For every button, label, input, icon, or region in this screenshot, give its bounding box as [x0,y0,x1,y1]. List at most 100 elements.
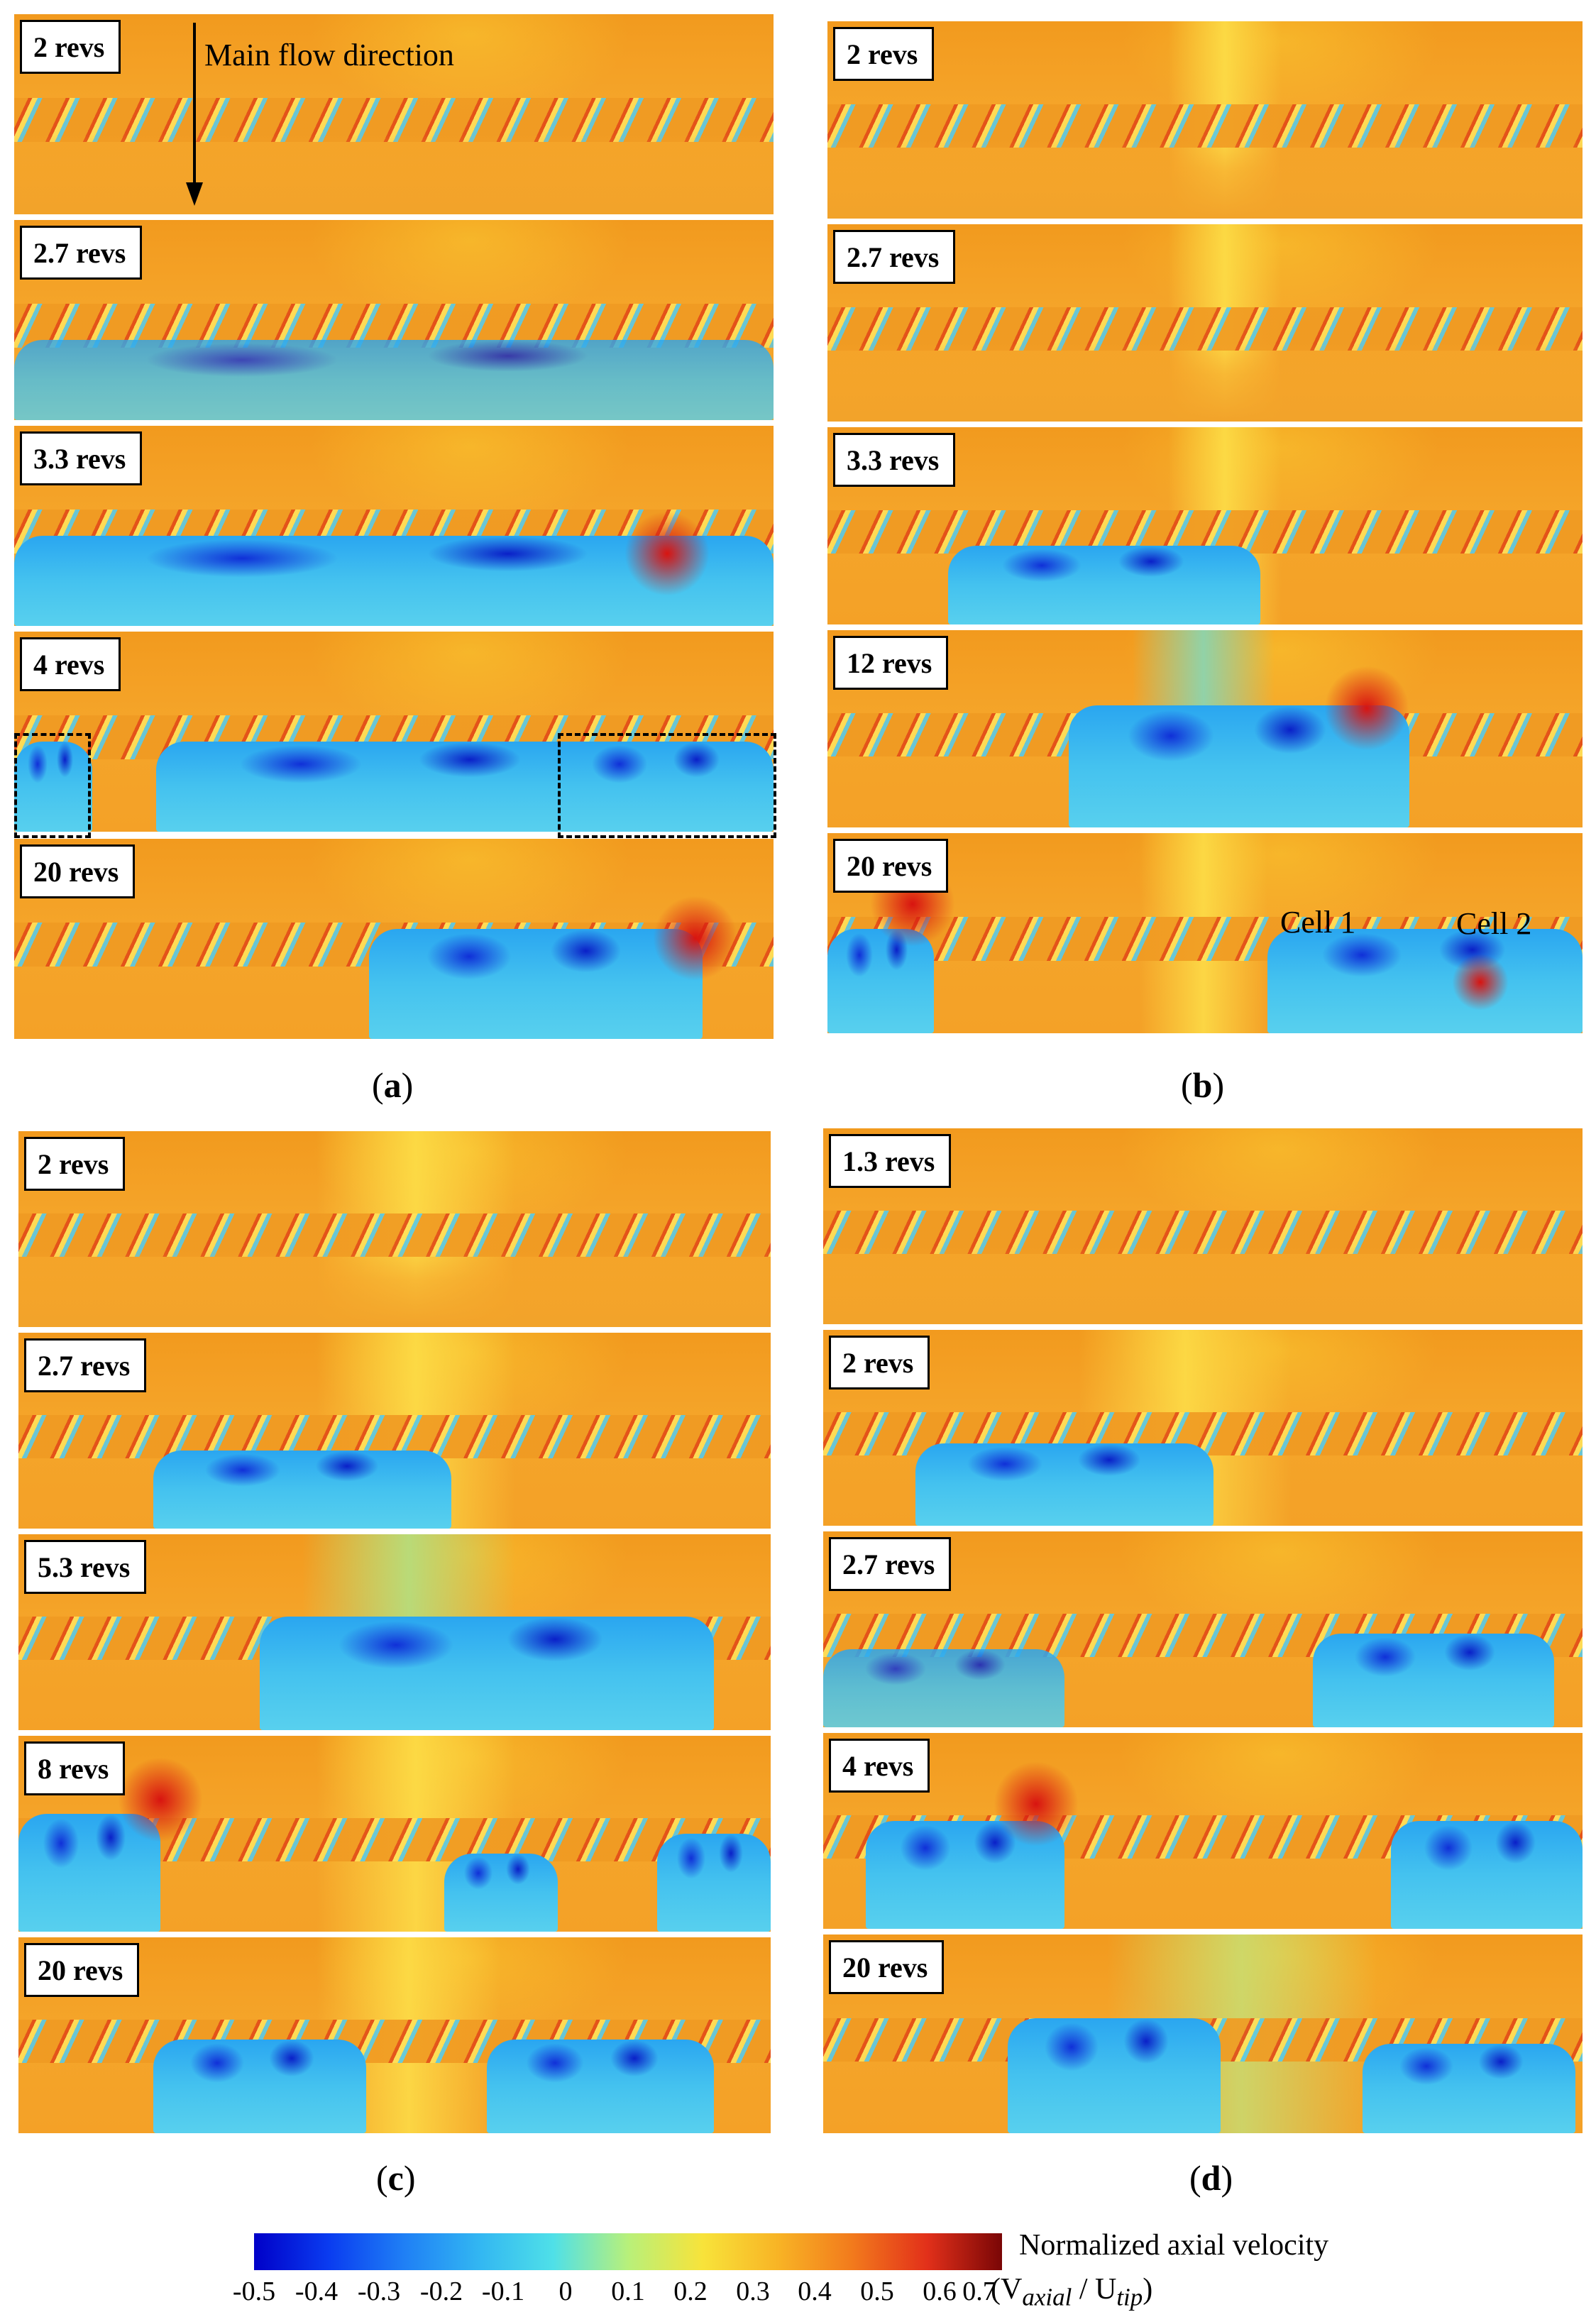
snapshot-label: 4 revs [20,637,121,691]
highlight-box-right [558,733,776,838]
high-velocity-spot [118,1757,203,1842]
snapshot-label: 8 revs [24,1741,126,1795]
high-velocity-spot [1324,666,1409,751]
colorbar-tick: -0.3 [357,2277,401,2306]
snapshot-d-1: 1.3 revs [823,1128,1583,1324]
snapshot-b-1: 2 revs [827,21,1583,219]
stall-region [444,1853,558,1932]
snapshot-label: 2.7 revs [833,230,956,284]
colorbar-tick: -0.1 [481,2277,525,2306]
lower-flow-region [827,139,1583,219]
unit-part: ) [1143,2273,1153,2306]
snapshot-label: 1.3 revs [829,1134,952,1188]
flow-direction-label: Main flow direction [204,38,454,72]
stall-region [1363,2044,1575,2133]
colorbar-tick: -0.4 [295,2277,339,2306]
snapshot-c-2: 2.7 revs [18,1333,771,1529]
colorbar-tick: 0.7 [962,2277,996,2306]
snapshot-c-3: 5.3 revs [18,1534,771,1730]
panel-caption-d: (d) [1189,2158,1233,2198]
stall-region [948,545,1260,624]
snapshot-label: 3.3 revs [833,433,956,487]
snapshot-d-4: 4 revs [823,1733,1583,1929]
snapshot-label: 20 revs [829,1940,945,1994]
stall-region [554,742,774,832]
snapshot-a-3: 3.3 revs [14,426,774,626]
colorbar-tick: -0.2 [419,2277,463,2306]
snapshot-b-3: 3.3 revs [827,427,1583,624]
panel-caption-b: (b) [1181,1065,1225,1105]
stall-region [260,1616,714,1730]
snapshot-label: 2 revs [833,27,935,81]
stall-region [1008,2018,1221,2133]
snapshot-d-2: 2 revs [823,1330,1583,1526]
snapshot-a-5: 20 revs [14,839,774,1039]
snapshot-b-2: 2.7 revs [827,224,1583,422]
lower-flow-region [18,1248,771,1327]
snapshot-a-2: 2.7 revs [14,220,774,420]
snapshot-d-5: 20 revs [823,1934,1583,2133]
highlight-box-left [14,733,91,838]
stall-region [153,2039,366,2133]
stall-region [487,2039,714,2133]
snapshot-label: 2 revs [829,1336,930,1389]
panel-caption-a: (a) [372,1065,414,1105]
snapshot-label: 20 revs [24,1943,140,1997]
stall-region [1267,929,1583,1033]
cell-2-label: Cell 2 [1456,906,1532,941]
panel-caption-c: (c) [376,2158,416,2198]
snapshot-label: 3.3 revs [20,431,143,485]
colorbar [254,2233,1002,2270]
snapshot-d-3: 2.7 revs [823,1531,1583,1727]
caption-letter: d [1201,2158,1221,2198]
snapshot-a-4: 4 revs [14,632,774,832]
snapshot-label: 2 revs [24,1137,126,1191]
snapshot-label: 20 revs [20,844,136,898]
colorbar-tick: 0.1 [611,2277,645,2306]
snapshot-label: 4 revs [829,1739,930,1793]
snapshot-label: 2.7 revs [24,1338,147,1392]
stall-region [1313,1633,1554,1727]
cell-1-label: Cell 1 [1280,905,1356,940]
snapshot-b-4: 12 revs [827,630,1583,827]
caption-letter: a [383,1065,402,1105]
snapshot-c-4: 8 revs [18,1736,771,1932]
stall-region [153,1450,451,1529]
high-velocity-spot [994,1761,1079,1847]
stall-region [827,929,934,1033]
lower-flow-region [823,1245,1583,1324]
flow-direction-arrow-icon [186,23,203,206]
snapshot-a-1: 2 revs [14,14,774,214]
stall-region [823,1649,1064,1727]
colorbar-unit: (Vaxial / Utip) [991,2272,1152,2311]
colorbar-tick: 0.6 [923,2277,957,2306]
snapshot-label: 2.7 revs [20,226,143,280]
snapshot-label: 12 revs [833,636,949,690]
colorbar-tick: -0.5 [232,2277,276,2306]
unit-part: (V [991,2273,1023,2306]
lower-flow-region [14,134,774,214]
caption-letter: c [387,2158,404,2198]
snapshot-c-5: 20 revs [18,1937,771,2133]
snapshot-label: 5.3 revs [24,1540,147,1594]
colorbar-tick: 0.3 [736,2277,770,2306]
unit-subscript-axial: axial [1022,2283,1072,2311]
colorbar-tick: 0.4 [798,2277,832,2306]
stall-region [14,340,774,420]
high-velocity-spot [1452,954,1509,1011]
colorbar-tick: 0 [558,2277,573,2306]
stall-region [915,1443,1213,1526]
stall-region [1391,1821,1583,1929]
high-velocity-spot [653,896,738,981]
caption-letter: b [1192,1065,1213,1105]
stall-region [657,1834,771,1932]
snapshot-label: 20 revs [833,839,949,893]
snapshot-b-5: 20 revs [827,833,1583,1033]
stall-region [14,742,92,832]
stall-region [369,928,703,1039]
snapshot-c-1: 2 revs [18,1131,771,1327]
colorbar-title: Normalized axial velocity [1019,2229,1329,2262]
colorbar-tick: 0.5 [860,2277,894,2306]
snapshot-label: 2.7 revs [829,1537,952,1591]
unit-subscript-tip: tip [1116,2283,1143,2311]
